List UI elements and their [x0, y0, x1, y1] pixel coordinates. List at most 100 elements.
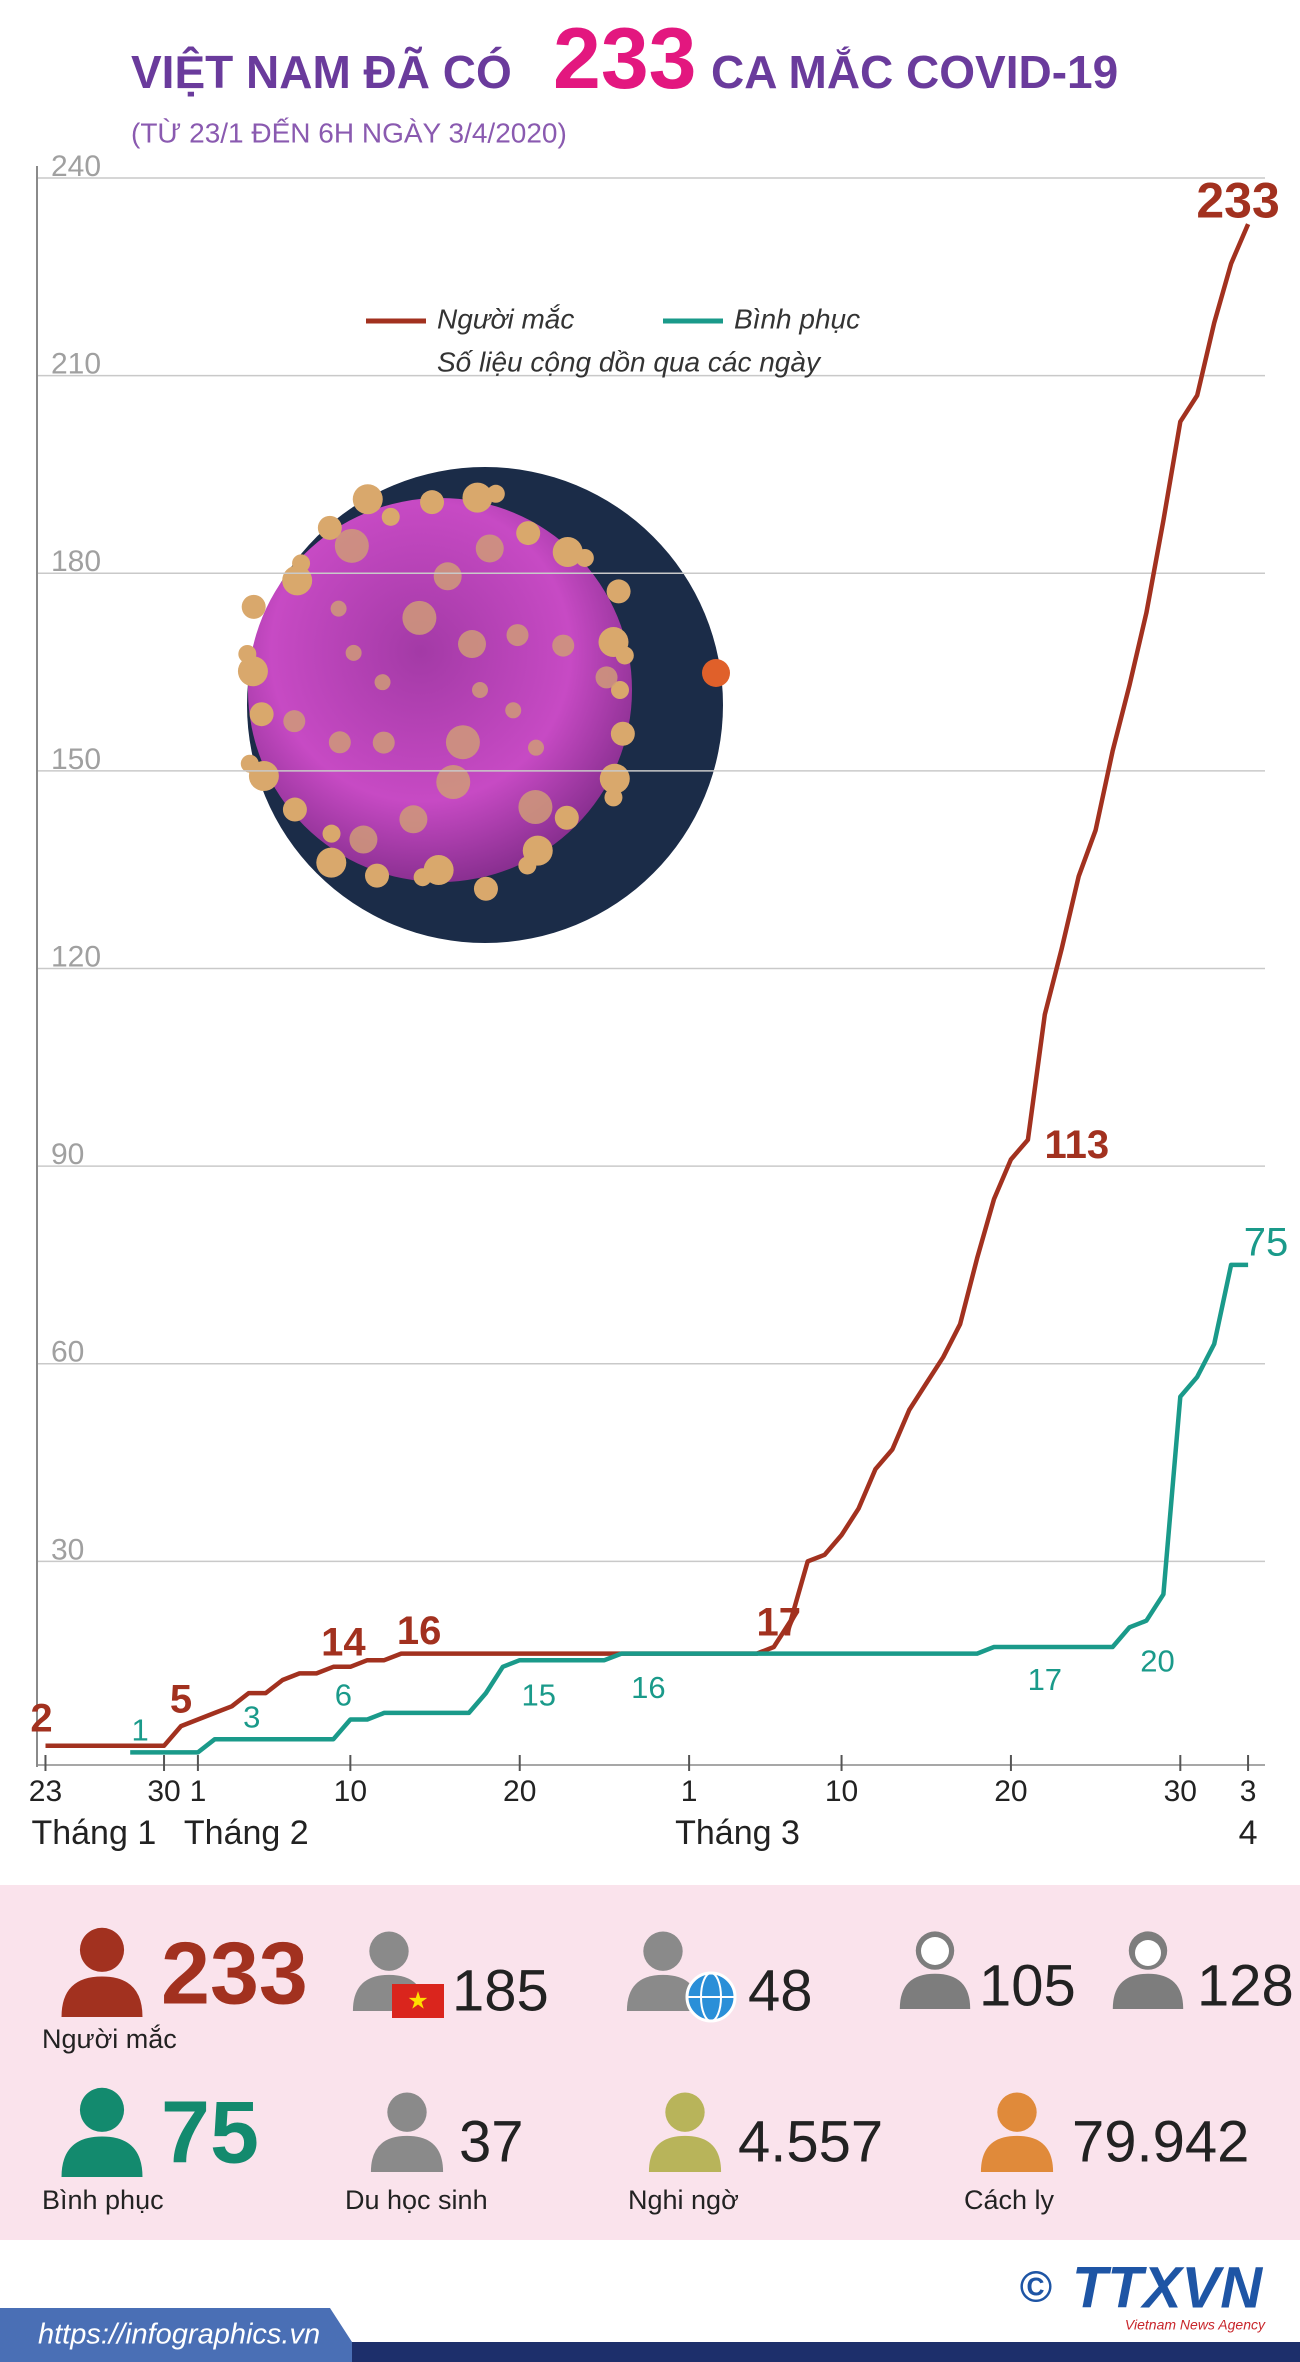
virus-bump: [402, 600, 437, 635]
virus-spike: [473, 876, 498, 901]
x-tick-label: 20: [994, 1775, 1027, 1808]
stat-value: 79.942: [1072, 2109, 1249, 2174]
virus-bump: [436, 765, 471, 800]
virus-spike: [606, 579, 631, 604]
x-tick-label: 1: [190, 1775, 207, 1808]
virus-spike: [282, 797, 307, 822]
virus-spike: [554, 805, 579, 830]
title-part: CA MẮC COVID-19: [711, 46, 1118, 98]
virus-spike: [238, 644, 257, 663]
virus-bump: [528, 739, 545, 756]
virus-bump: [472, 682, 488, 698]
data-label: 17: [757, 1601, 802, 1645]
virus-bump: [518, 790, 553, 825]
stat-value: 233: [161, 1923, 308, 2022]
data-label: 3: [243, 1699, 260, 1734]
data-label: 16: [397, 1609, 442, 1653]
virus-bump: [283, 710, 306, 733]
x-tick-label: 10: [825, 1775, 858, 1808]
flag: [392, 1984, 444, 2018]
virus-bump: [399, 805, 428, 834]
title-number: 233: [553, 11, 697, 107]
stat-label: Du học sinh: [345, 2185, 488, 2215]
subtitle: (TỪ 23/1 ĐẾN 6H NGÀY 3/4/2020): [131, 117, 567, 148]
virus-spike: [610, 721, 635, 746]
data-label: 113: [1045, 1123, 1110, 1167]
stat-value: 185: [452, 1958, 549, 2023]
virus-bump: [552, 634, 575, 657]
virus-bump: [458, 630, 487, 659]
agency: Vietnam News Agency: [1125, 2317, 1266, 2333]
data-label: 1: [132, 1713, 149, 1748]
virus-spike: [322, 824, 341, 843]
stat-value: 105: [979, 1953, 1076, 2018]
data-label: 5: [170, 1678, 192, 1722]
virus-spike: [615, 646, 634, 665]
stat-label: Bình phục: [42, 2185, 164, 2215]
stat-label: Cách ly: [964, 2185, 1055, 2215]
virus-spike: [249, 702, 274, 727]
virus-spike: [611, 681, 629, 699]
virus-bump: [445, 725, 480, 760]
virus-accent: [702, 659, 730, 687]
footer-strip: [352, 2342, 1300, 2362]
virus-bump: [372, 731, 395, 754]
virus-spike: [552, 537, 583, 568]
virus-spike: [575, 548, 594, 567]
flag-star: ★: [407, 1987, 429, 2014]
virus-bump: [334, 528, 369, 563]
virus-illustration: [237, 467, 730, 943]
data-label: 17: [1028, 1662, 1062, 1697]
series-line: [130, 1262, 1249, 1755]
virus-spike: [604, 788, 623, 807]
virus-spike: [486, 484, 505, 503]
logo: TTXVN: [1072, 2255, 1263, 2320]
stat-label: Nghi ngờ: [628, 2185, 739, 2215]
virus-spike: [518, 856, 537, 875]
virus-spike: [241, 594, 266, 619]
virus-bump: [506, 624, 529, 647]
x-tick-label: 1: [681, 1775, 698, 1808]
virus-spike: [420, 490, 445, 515]
month-label: Tháng 2: [184, 1814, 309, 1852]
virus-spike: [317, 515, 342, 540]
stat-value: 48: [748, 1958, 813, 2023]
data-label: 20: [1140, 1643, 1174, 1678]
virus-spike: [237, 656, 268, 687]
data-label: 75: [1244, 1221, 1289, 1265]
month-label: 4: [1239, 1814, 1258, 1852]
x-tick-label: 20: [503, 1775, 536, 1808]
virus-spike: [462, 482, 493, 513]
y-tick-label: 150: [51, 743, 101, 776]
icon-face: [1135, 1940, 1161, 1966]
virus-bump: [374, 674, 391, 691]
virus-bump: [328, 731, 351, 754]
data-label: 6: [335, 1678, 352, 1713]
legend-label: Người mắc: [437, 303, 574, 334]
data-label: 233: [1196, 172, 1279, 228]
icon-face: [921, 1937, 949, 1965]
data-label: 16: [631, 1670, 665, 1705]
y-tick-label: 180: [51, 545, 101, 578]
footer-url[interactable]: https://infographics.vn: [38, 2319, 320, 2351]
virus-spike: [413, 868, 432, 887]
series-line: [45, 223, 1251, 1749]
stat-value: 4.557: [738, 2109, 883, 2174]
y-tick-label: 30: [51, 1533, 84, 1566]
stat-value: 75: [161, 2082, 259, 2181]
x-tick-label: 30: [1164, 1775, 1197, 1808]
globe: [685, 1971, 737, 2023]
virus-bump: [475, 534, 504, 563]
y-tick-label: 210: [51, 348, 101, 381]
virus-bump: [595, 666, 618, 689]
virus-spike: [352, 484, 383, 515]
legend-note: Số liệu cộng dồn qua các ngày: [437, 346, 822, 377]
copyright: ©: [1020, 2263, 1052, 2312]
virus-bump: [345, 644, 362, 661]
x-tick-label: 3: [1240, 1775, 1257, 1808]
y-tick-label: 120: [51, 940, 101, 973]
virus-spike: [316, 847, 347, 878]
